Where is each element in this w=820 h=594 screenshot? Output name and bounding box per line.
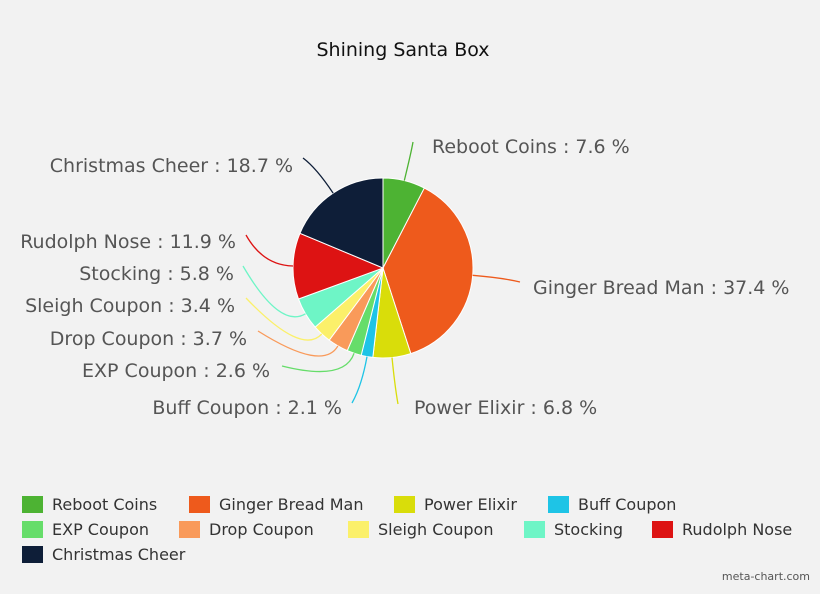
legend-label: Buff Coupon xyxy=(578,495,676,514)
legend-swatch xyxy=(548,496,569,513)
slice-label-stocking: Stocking : 5.8 % xyxy=(79,263,234,285)
slice-label-ginger-bread-man: Ginger Bread Man : 37.4 % xyxy=(533,277,789,299)
credit-text: meta-chart.com xyxy=(722,570,810,583)
callout-leader-lines xyxy=(242,141,521,405)
leader-line-sleigh-coupon xyxy=(245,297,323,341)
legend-swatch xyxy=(189,496,210,513)
legend-item-drop-coupon[interactable]: Drop Coupon xyxy=(179,520,314,539)
slice-label-drop-coupon: Drop Coupon : 3.7 % xyxy=(50,328,247,350)
legend-swatch xyxy=(348,521,369,538)
leader-line-christmas-cheer xyxy=(302,157,334,194)
slice-label-rudolph-nose: Rudolph Nose : 11.9 % xyxy=(20,231,236,253)
legend-label: Ginger Bread Man xyxy=(219,495,364,514)
legend-item-christmas-cheer[interactable]: Christmas Cheer xyxy=(22,545,186,564)
legend-item-power-elixir[interactable]: Power Elixir xyxy=(394,495,517,514)
leader-line-rudolph-nose xyxy=(245,234,294,267)
legend-item-exp-coupon[interactable]: EXP Coupon xyxy=(22,520,149,539)
leader-line-exp-coupon xyxy=(281,352,355,373)
pie-slices xyxy=(292,177,474,359)
legend-item-reboot-coins[interactable]: Reboot Coins xyxy=(22,495,157,514)
pie-slice-christmas-cheer[interactable] xyxy=(299,177,384,269)
leader-line-stocking xyxy=(242,265,306,318)
legend-label: Rudolph Nose xyxy=(682,520,792,539)
leader-line-power-elixir xyxy=(391,357,399,405)
slice-label-exp-coupon: EXP Coupon : 2.6 % xyxy=(82,360,270,382)
slice-label-power-elixir: Power Elixir : 6.8 % xyxy=(414,397,597,419)
slice-label-sleigh-coupon: Sleigh Coupon : 3.4 % xyxy=(25,295,235,317)
legend-label: Power Elixir xyxy=(424,495,517,514)
pie-slice-rudolph-nose[interactable] xyxy=(292,232,385,300)
legend-swatch xyxy=(22,521,43,538)
legend-label: EXP Coupon xyxy=(52,520,149,539)
legend-label: Drop Coupon xyxy=(209,520,314,539)
legend-swatch xyxy=(22,496,43,513)
leader-line-drop-coupon xyxy=(257,330,339,357)
legend-swatch xyxy=(524,521,545,538)
legend-swatch xyxy=(179,521,200,538)
slice-label-reboot-coins: Reboot Coins : 7.6 % xyxy=(432,136,630,158)
leader-line-buff-coupon xyxy=(351,356,368,404)
legend-label: Stocking xyxy=(554,520,623,539)
leader-line-reboot-coins xyxy=(403,141,414,181)
legend-swatch xyxy=(22,546,43,563)
slice-label-christmas-cheer: Christmas Cheer : 18.7 % xyxy=(50,155,293,177)
legend-item-ginger-bread-man[interactable]: Ginger Bread Man xyxy=(189,495,364,514)
legend-label: Christmas Cheer xyxy=(52,545,186,564)
slice-label-buff-coupon: Buff Coupon : 2.1 % xyxy=(152,397,342,419)
legend-item-rudolph-nose[interactable]: Rudolph Nose xyxy=(652,520,792,539)
legend-swatch xyxy=(652,521,673,538)
legend-item-buff-coupon[interactable]: Buff Coupon xyxy=(548,495,676,514)
legend-item-sleigh-coupon[interactable]: Sleigh Coupon xyxy=(348,520,493,539)
legend-swatch xyxy=(394,496,415,513)
callout-labels: Reboot Coins : 7.6 % Ginger Bread Man : 3… xyxy=(20,136,789,419)
chart-title: Shining Santa Box xyxy=(316,39,489,61)
legend-label: Reboot Coins xyxy=(52,495,157,514)
leader-line-ginger-bread-man xyxy=(472,274,521,283)
legend: Reboot Coins Ginger Bread Man Power Elixir… xyxy=(22,495,792,564)
pie-slice-ginger-bread-man[interactable] xyxy=(382,187,474,355)
legend-item-stocking[interactable]: Stocking xyxy=(524,520,623,539)
legend-label: Sleigh Coupon xyxy=(378,520,493,539)
